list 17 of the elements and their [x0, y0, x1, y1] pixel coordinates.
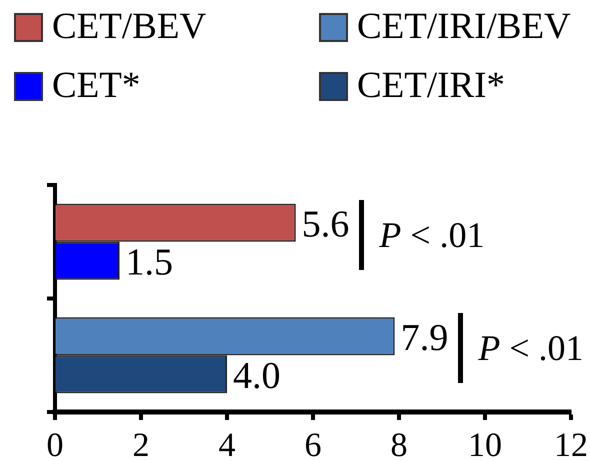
legend-label: CET* [52, 65, 140, 106]
data-label: 1.5 [126, 242, 173, 284]
annotation: P < .01 [478, 328, 584, 368]
annotation: P < .01 [379, 214, 485, 255]
data-label: 5.6 [302, 204, 350, 246]
x-tick-label: 4 [218, 426, 236, 461]
x-tick-label: 6 [304, 426, 322, 461]
legend-label: CET/BEV [52, 6, 206, 47]
x-tick-label: 12 [554, 426, 588, 461]
x-tick-label: 0 [46, 426, 64, 461]
data-label: 7.9 [400, 317, 448, 360]
legend-label: CET/IRI/BEV [357, 6, 571, 47]
legend-label: CET/IRI* [357, 65, 505, 106]
data-label: 4.0 [233, 355, 280, 398]
x-tick-label: 10 [468, 426, 502, 461]
x-tick-label: 2 [132, 426, 150, 461]
x-tick-label: 8 [390, 426, 408, 461]
